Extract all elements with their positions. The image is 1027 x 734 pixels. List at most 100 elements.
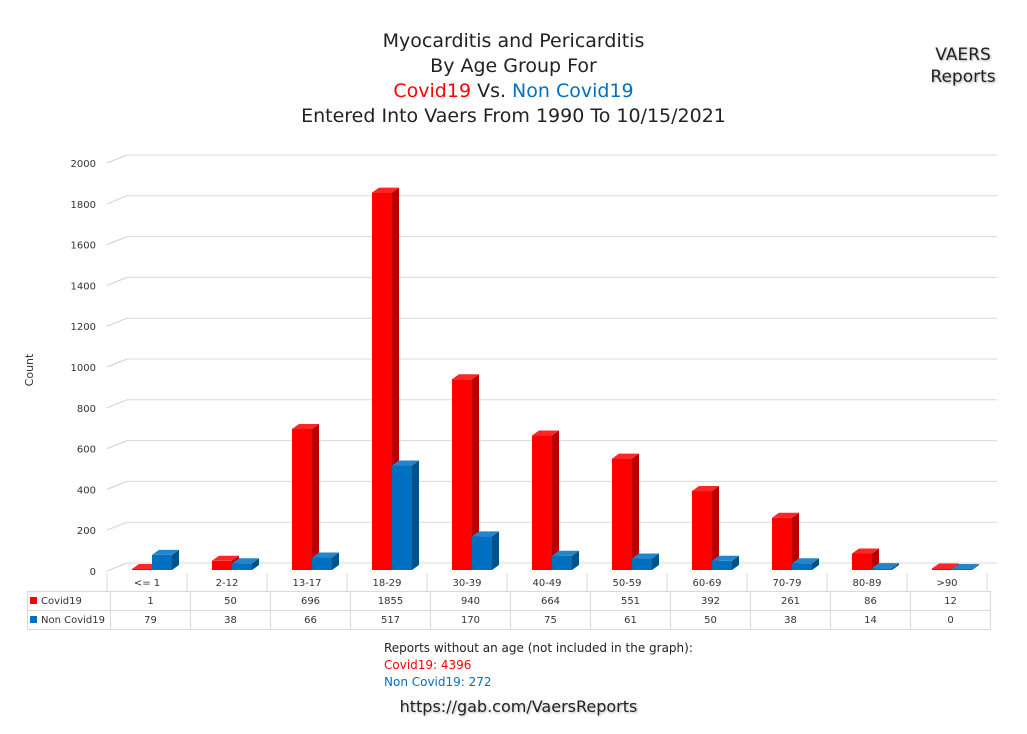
bar-covid-side [312, 424, 319, 570]
bar-noncovid-top [632, 553, 659, 559]
y-tick-label: 400 [77, 485, 96, 496]
bar-noncovid-front [312, 557, 332, 570]
table-cell: 66 [270, 610, 351, 630]
bar-covid-side [552, 430, 559, 570]
x-tick-label: 18-29 [372, 578, 401, 589]
gridline [106, 236, 128, 246]
bar-covid-front [532, 435, 552, 570]
title-vs-label: Vs. [471, 80, 513, 102]
bar-noncovid-side [812, 558, 819, 570]
gridline [106, 317, 128, 327]
notes-noncovid-count: Non Covid19: 272 [384, 675, 492, 689]
x-tick-label: 80-89 [852, 578, 881, 589]
bar-noncovid-side [892, 563, 899, 570]
bar-covid-front [292, 429, 312, 570]
gridline [106, 562, 128, 572]
bar-covid-front [212, 560, 232, 570]
bar-noncovid-front [632, 558, 652, 570]
bar-noncovid-side [172, 549, 179, 570]
bar-noncovid-side [732, 555, 739, 570]
bar-covid-top [692, 486, 719, 492]
gridline [106, 276, 128, 286]
bar-noncovid-front [952, 569, 972, 570]
bar-noncovid-side [652, 553, 659, 570]
source-url: https://gab.com/VaersReports [399, 697, 638, 716]
bar-covid-front [132, 569, 152, 570]
bar-covid-top [852, 548, 879, 554]
bar-noncovid-front [712, 560, 732, 570]
chart-title-line4: Entered Into Vaers From 1990 To 10/15/20… [301, 105, 726, 127]
vaers-watermark: VAERS Reports [920, 44, 1006, 88]
bar-noncovid-top [952, 564, 979, 569]
y-tick-label: 1600 [71, 241, 96, 252]
notes-covid-count: Covid19: 4396 [384, 658, 472, 672]
bar-covid-top [292, 424, 319, 430]
legend-swatch-noncovid [30, 616, 37, 623]
bar-noncovid-front [872, 568, 892, 570]
bar-noncovid-side [332, 552, 339, 570]
x-tick-label: 60-69 [692, 578, 721, 589]
gridline [106, 399, 128, 409]
y-tick-label: 1800 [71, 200, 96, 211]
table-cell: 940 [430, 591, 511, 611]
y-tick-label: 2000 [71, 159, 96, 170]
bar-covid-side [712, 486, 719, 570]
missing-age-notes: Reports without an age (not included in … [384, 640, 693, 691]
bar-noncovid-front [232, 563, 252, 570]
bar-covid-top [772, 512, 799, 518]
table-cell: 551 [590, 591, 671, 611]
table-cell: 1 [110, 591, 191, 611]
notes-heading: Reports without an age (not included in … [384, 641, 693, 655]
legend-swatch-covid [30, 597, 37, 604]
y-axis-label: Count [23, 353, 36, 386]
legend-label-covid: Covid19 [41, 595, 82, 607]
y-tick-label: 1400 [71, 281, 96, 292]
table-cell: 1855 [350, 591, 431, 611]
bar-covid-front [452, 379, 472, 570]
bar-chart: 0 200 400 600 800 1000 1200 1400 1600 1800 2000 Cou… [23, 154, 997, 592]
table-cell: 50 [670, 610, 751, 630]
bar-covid-front [932, 568, 952, 570]
x-tick-label: 50-59 [612, 578, 641, 589]
y-tick-label: 600 [77, 445, 96, 456]
y-tick-label: 1000 [71, 363, 96, 374]
bar-noncovid-front [792, 563, 812, 570]
bar-noncovid-front [152, 554, 172, 570]
y-tick-label: 200 [77, 526, 96, 537]
bar-covid-top [612, 453, 639, 459]
table-cell: 664 [510, 591, 591, 611]
table-cell: 75 [510, 610, 591, 630]
bar-noncovid-side [972, 564, 979, 570]
bar-noncovid-top [792, 558, 819, 564]
table-cell: 392 [670, 591, 751, 611]
bar-noncovid-front [392, 465, 412, 570]
table-cell: 79 [110, 610, 191, 630]
x-tick-label: 13-17 [292, 578, 321, 589]
x-tick-label: 30-39 [452, 578, 481, 589]
bar-noncovid-top [152, 549, 179, 555]
gridline [106, 358, 128, 368]
y-tick-label: 1200 [71, 322, 96, 333]
bar-noncovid-top [552, 550, 579, 556]
y-tick-label: 0 [90, 567, 96, 578]
watermark-line1: VAERS [935, 45, 991, 65]
bar-covid-side [632, 453, 639, 570]
bar-noncovid-side [572, 550, 579, 570]
gridline [106, 521, 128, 531]
bar-noncovid-side [412, 460, 419, 570]
bar-covid-top [532, 430, 559, 436]
table-cell: 696 [270, 591, 351, 611]
bar-covid-top [932, 563, 959, 569]
y-tick-label: 800 [77, 404, 96, 415]
table-cell: 12 [910, 591, 991, 611]
table-cell: 61 [590, 610, 671, 630]
bar-covid-top [452, 374, 479, 380]
bar-noncovid-top [232, 558, 259, 564]
table-cell: 517 [350, 610, 431, 630]
table-cell: 0 [910, 610, 991, 630]
bar-covid-front [692, 491, 712, 570]
table-cell: 170 [430, 610, 511, 630]
bar-covid-top [372, 187, 399, 193]
bar-noncovid-front [552, 555, 572, 570]
table-cell: 38 [190, 610, 271, 630]
